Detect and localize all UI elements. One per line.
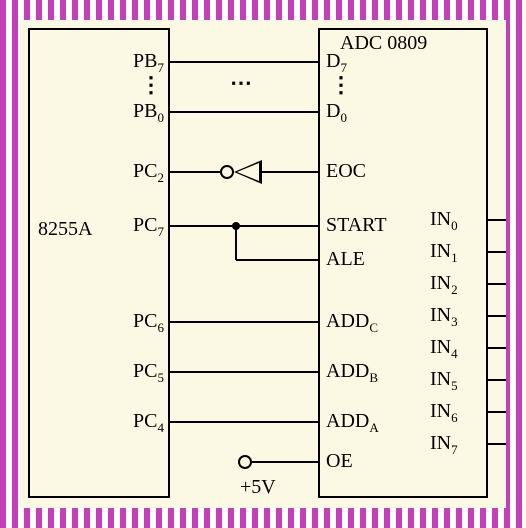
pin-in6: IN6 xyxy=(430,400,458,426)
ellipsis-bus: ⋯ xyxy=(230,70,255,96)
pin-pc2: PC2 xyxy=(133,160,164,186)
pin-pc7: PC7 xyxy=(133,214,164,240)
pin-in5: IN5 xyxy=(430,368,458,394)
inverter-icon xyxy=(234,160,262,184)
junction-node xyxy=(232,222,240,230)
pin-ale: ALE xyxy=(326,248,365,271)
pin-addB: ADDB xyxy=(326,360,378,386)
pin-pc4: PC4 xyxy=(133,410,164,436)
wire-in0 xyxy=(488,219,506,221)
pin-pc6: PC6 xyxy=(133,310,164,336)
wire-1 xyxy=(170,111,318,113)
pin-start: START xyxy=(326,214,387,237)
ellipsis-d: ⋮ xyxy=(330,72,355,98)
wire-0 xyxy=(170,61,318,63)
pin-addA: ADDA xyxy=(326,410,379,436)
pin-in7: IN7 xyxy=(430,432,458,458)
pin-eoc: EOC xyxy=(326,160,366,183)
wire-in1 xyxy=(488,251,506,253)
inverter-bubble xyxy=(220,165,234,179)
chip-adc0809-label: ADC 0809 xyxy=(340,32,427,55)
label-5v: +5V xyxy=(240,476,276,499)
pin-oe: OE xyxy=(326,450,353,473)
wire-pc2-b xyxy=(262,171,318,173)
pin-pb0: PB0 xyxy=(133,100,164,126)
wire-pc2-a xyxy=(170,171,220,173)
wire-in7 xyxy=(488,443,506,445)
wire-4 xyxy=(170,421,318,423)
chip-8255a-label: 8255A xyxy=(38,218,92,241)
wire-3 xyxy=(170,371,318,373)
ellipsis-pb: ⋮ xyxy=(140,72,165,98)
wire-ale-v xyxy=(235,226,237,260)
pin-in3: IN3 xyxy=(430,304,458,330)
wire-pc7 xyxy=(170,225,318,227)
wire-in4 xyxy=(488,347,506,349)
pin-in1: IN1 xyxy=(430,240,458,266)
wire-ale-h xyxy=(236,259,318,261)
vcc-terminal xyxy=(238,455,252,469)
pin-in4: IN4 xyxy=(430,336,458,362)
pin-in0: IN0 xyxy=(430,208,458,234)
pin-addC: ADDC xyxy=(326,310,378,336)
pin-pc5: PC5 xyxy=(133,360,164,386)
wire-in5 xyxy=(488,379,506,381)
wire-in2 xyxy=(488,283,506,285)
wire-2 xyxy=(170,321,318,323)
diagram-canvas: 8255A ADC 0809 PB7PB0PC2PC7PC6PC5PC4D7D0… xyxy=(20,20,506,508)
wire-in6 xyxy=(488,411,506,413)
wire-in3 xyxy=(488,315,506,317)
pin-d0: D0 xyxy=(326,100,347,126)
pin-in2: IN2 xyxy=(430,272,458,298)
wire-oe xyxy=(252,461,318,463)
